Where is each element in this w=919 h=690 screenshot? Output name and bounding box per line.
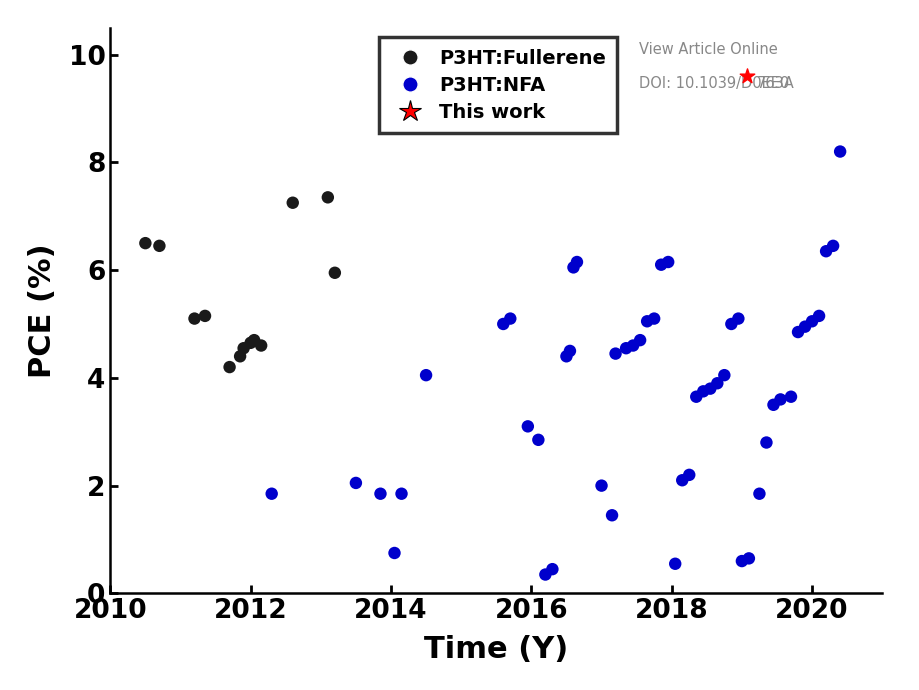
- Point: [327, 267, 342, 278]
- Point: [647, 313, 662, 324]
- Point: [668, 558, 683, 569]
- Point: [138, 237, 153, 248]
- Point: [520, 421, 535, 432]
- Point: [373, 489, 388, 500]
- Point: [717, 370, 732, 381]
- Point: [734, 555, 749, 566]
- Point: [773, 394, 788, 405]
- Point: [562, 346, 577, 357]
- Point: [682, 469, 697, 480]
- Point: [321, 192, 335, 203]
- Point: [640, 316, 654, 327]
- Point: [661, 257, 675, 268]
- Point: [724, 319, 739, 330]
- Point: [790, 326, 805, 337]
- Point: [833, 146, 847, 157]
- Point: [570, 257, 584, 268]
- Point: [559, 351, 573, 362]
- Point: [626, 340, 641, 351]
- Point: [222, 362, 237, 373]
- Point: [819, 246, 834, 257]
- Point: [152, 240, 166, 251]
- Point: [689, 391, 704, 402]
- Point: [566, 262, 581, 273]
- Point: [811, 310, 826, 322]
- Text: DOI: 10.1039/D0EE0: DOI: 10.1039/D0EE0: [639, 76, 789, 90]
- Point: [731, 313, 745, 324]
- Point: [752, 489, 766, 500]
- Point: [531, 434, 546, 445]
- Point: [254, 340, 268, 351]
- Point: [805, 316, 820, 327]
- Point: [286, 197, 301, 208]
- Point: [595, 480, 609, 491]
- Point: [710, 377, 725, 388]
- Y-axis label: PCE (%): PCE (%): [28, 243, 57, 378]
- Point: [394, 489, 409, 500]
- Point: [503, 313, 517, 324]
- Point: [387, 547, 402, 558]
- Point: [496, 319, 511, 330]
- Text: View Article Online: View Article Online: [639, 41, 777, 57]
- Point: [538, 569, 552, 580]
- Point: [348, 477, 363, 489]
- Point: [766, 400, 781, 411]
- Point: [244, 337, 258, 348]
- Point: [675, 475, 689, 486]
- Point: [545, 564, 560, 575]
- Point: [742, 553, 756, 564]
- X-axis label: Time (Y): Time (Y): [425, 635, 568, 664]
- Point: [618, 343, 633, 354]
- Point: [265, 489, 279, 500]
- Point: [605, 510, 619, 521]
- Text: 763A: 763A: [756, 76, 794, 90]
- Point: [608, 348, 623, 359]
- Point: [653, 259, 668, 270]
- Point: [826, 240, 841, 251]
- Point: [633, 335, 648, 346]
- Point: [798, 321, 812, 332]
- Point: [233, 351, 247, 362]
- Point: [784, 391, 799, 402]
- Point: [247, 335, 262, 346]
- Point: [703, 383, 718, 394]
- Point: [696, 386, 710, 397]
- Point: [759, 437, 774, 448]
- Point: [419, 370, 434, 381]
- Point: [236, 343, 251, 354]
- Legend: P3HT:Fullerene, P3HT:NFA, This work: P3HT:Fullerene, P3HT:NFA, This work: [379, 37, 618, 133]
- Point: [187, 313, 202, 324]
- Point: [198, 310, 212, 322]
